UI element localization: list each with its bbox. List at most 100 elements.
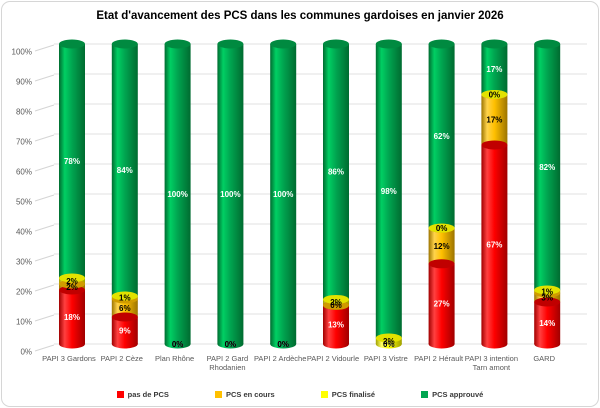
cylinder-cap [375,39,402,49]
data-label: 17% [486,65,502,74]
bar-segment-PCS-approuvé[interactable] [164,44,191,344]
bar-segment-PCS-en-cours[interactable] [111,299,138,317]
data-label: 6% [119,304,131,313]
bar-segment-PCS-en-cours[interactable] [481,94,508,145]
bar-segment-PCS-en-cours[interactable] [428,228,455,264]
bar-segment-PCS-approuvé[interactable] [217,44,244,344]
cylinder-cap [323,39,349,49]
legend: pas de PCS PCS en cours PCS finalisé PCS ap… [2,390,598,399]
data-label: 0% [225,340,237,349]
data-label: 0% [383,340,395,349]
axis-depth-tick [34,314,55,322]
cylinder-cap [428,223,455,233]
bar-segment-PCS-approuvé[interactable] [428,44,455,229]
legend-item-PCS-finalisé[interactable]: PCS finalisé [320,390,375,399]
y-axis-tick-label: 0% [20,348,32,357]
axis-depth-tick [34,224,55,232]
cylinder-cap [534,39,561,49]
data-label: 3% [541,293,553,302]
bar-segment-pas-de-PCS[interactable] [428,263,455,344]
data-label: 0% [277,340,289,349]
data-label: 2% [330,298,342,307]
bar-segment-PCS-approuvé[interactable] [481,44,508,95]
cylinder-cap [481,140,508,150]
data-label: 0% [436,224,448,233]
chart-title: Etat d'avancement des PCS dans les commu… [96,10,504,22]
cylinder-cap [270,39,297,49]
x-axis-label: GARD [533,354,556,363]
bar-segment-pas-de-PCS[interactable] [481,144,508,344]
data-label: 27% [434,300,450,309]
bar-segment-PCS-approuvé[interactable] [323,44,349,300]
x-axis-label: PAPI 2 Vidourle [306,354,360,363]
axis-depth-tick [34,254,55,262]
y-axis-tick-label: 60% [16,168,32,177]
x-axis-label: PAPI 3 Gardons [42,354,96,363]
data-label: 1% [119,293,131,302]
data-label: 12% [434,242,450,251]
x-axis-label: PAPI 2 Gard Rhodanien [206,354,249,373]
axis-depth-tick [34,164,55,172]
cylinder-cap [217,39,244,49]
data-label: 0% [225,340,237,349]
bar-segment-PCS-approuvé[interactable] [270,44,297,344]
y-axis-tick-label: 80% [16,108,32,117]
y-axis-tick-label: 20% [16,288,32,297]
data-label: 0% [383,340,395,349]
cylinder-cap [481,39,508,49]
cylinder-cap [428,259,455,269]
legend-item-pas-de-PCS[interactable]: pas de PCS [116,390,169,399]
bar-segment-PCS-approuvé[interactable] [59,44,85,278]
data-label: 84% [117,166,133,175]
cylinder-cap [111,291,138,301]
bar-segment-PCS-approuvé[interactable] [375,44,402,338]
cylinder-cap [323,294,349,304]
data-label: 67% [486,240,502,249]
axis-depth-tick [34,134,55,142]
data-label: 98% [381,187,397,196]
y-axis-tick-label: 40% [16,228,32,237]
cylinder-cap [481,89,508,99]
data-label: 0% [489,90,501,99]
bar-segment-PCS-approuvé[interactable] [111,44,138,296]
bar-segment-pas-de-PCS[interactable] [59,290,85,344]
legend-label: pas de PCS [127,390,169,399]
bar-segment-pas-de-PCS[interactable] [534,302,561,344]
cylinder-cap [111,39,138,49]
legend-item-PCS-approuvé[interactable]: PCS approuvé [421,390,483,399]
data-label: 0% [225,340,237,349]
cylinder-cap [534,285,561,295]
x-axis-label: PAPI 2 Hérault [414,354,464,363]
x-axis-label: PAPI 3 intention Tarn amont [464,354,518,373]
y-axis-tick-label: 90% [16,78,32,87]
data-label: 9% [119,326,131,335]
data-label: 0% [172,340,184,349]
axis-depth-tick [34,74,55,82]
data-label: 13% [328,320,344,329]
axis-depth-tick [34,344,55,352]
cylinder-cap [375,333,402,343]
x-axis-label: PAPI 3 Vistre [363,354,408,363]
data-label: 0% [172,340,184,349]
legend-item-PCS-en-cours[interactable]: PCS en cours [214,390,275,399]
data-label: 0% [277,340,289,349]
y-axis-tick-label: 100% [12,48,32,57]
bar-segment-PCS-approuvé[interactable] [534,44,561,290]
data-label: 2% [66,277,78,286]
data-label: 0% [277,340,289,349]
data-label: 0% [172,340,184,349]
axis-depth-tick [34,194,55,202]
data-label: 18% [64,313,80,322]
legend-label: PCS en cours [225,390,275,399]
data-label: 1% [541,287,553,296]
legend-label: PCS approuvé [432,390,484,399]
x-axis-label: PAPI 2 Cèze [100,354,143,363]
data-label: 2% [66,283,78,292]
cylinder-cap [428,39,455,49]
axis-depth-tick [34,104,55,112]
bar-segment-pas-de-PCS[interactable] [323,305,349,344]
data-label: 17% [486,116,502,125]
y-axis-tick-label: 70% [16,138,32,147]
